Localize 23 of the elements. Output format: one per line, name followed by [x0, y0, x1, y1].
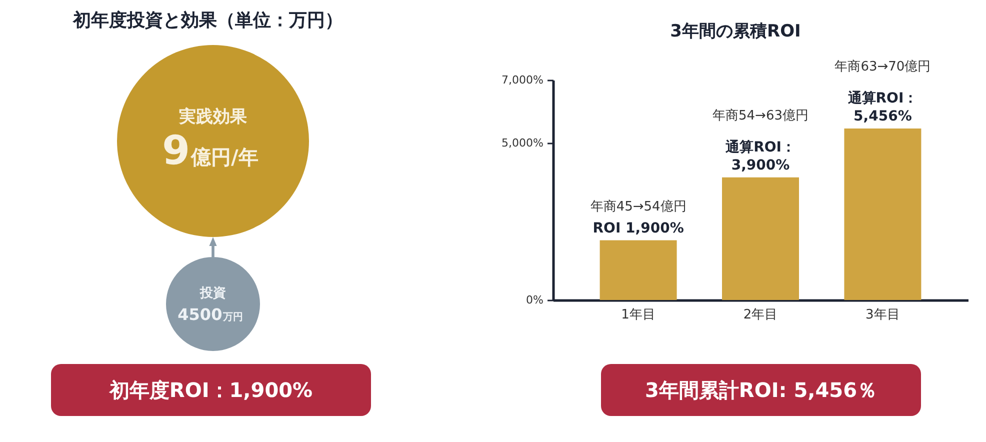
category-label: 投資 [199, 286, 226, 301]
data-label: ROI 1,900% [592, 220, 684, 236]
annotation: 年商45→54億円 [590, 199, 686, 214]
text: 4500万円 [178, 305, 244, 324]
x-tick-label: 2年目 [743, 308, 778, 322]
text: 年商63→70億円 [834, 60, 931, 75]
text: 9億円/年 [162, 128, 258, 174]
bar [722, 177, 799, 300]
x-tick-label: 1年目 [621, 308, 656, 322]
bar [600, 240, 677, 300]
annotation: 年商54→63億円 [712, 108, 808, 124]
banner: 初年度ROI：1,900% [51, 364, 371, 416]
bar [844, 128, 922, 300]
x-tick-label: 3年目 [866, 308, 900, 322]
data-label: 通算ROI： 3,900% [724, 138, 796, 174]
y-tick-label: 5,000% [502, 136, 544, 150]
y-tick-label: 0% [526, 294, 544, 306]
banner: 3年間累計ROI: 5,456％ [601, 364, 921, 416]
data-label: 通算ROI： 5,456% [846, 90, 918, 125]
y-tick-label: 7,000% [502, 74, 544, 86]
text: 初年度投資と効果（単位：万円） [72, 10, 343, 31]
category-label: 実践効果 [178, 107, 248, 127]
chart-title: 3年間の累積ROI [670, 22, 801, 42]
